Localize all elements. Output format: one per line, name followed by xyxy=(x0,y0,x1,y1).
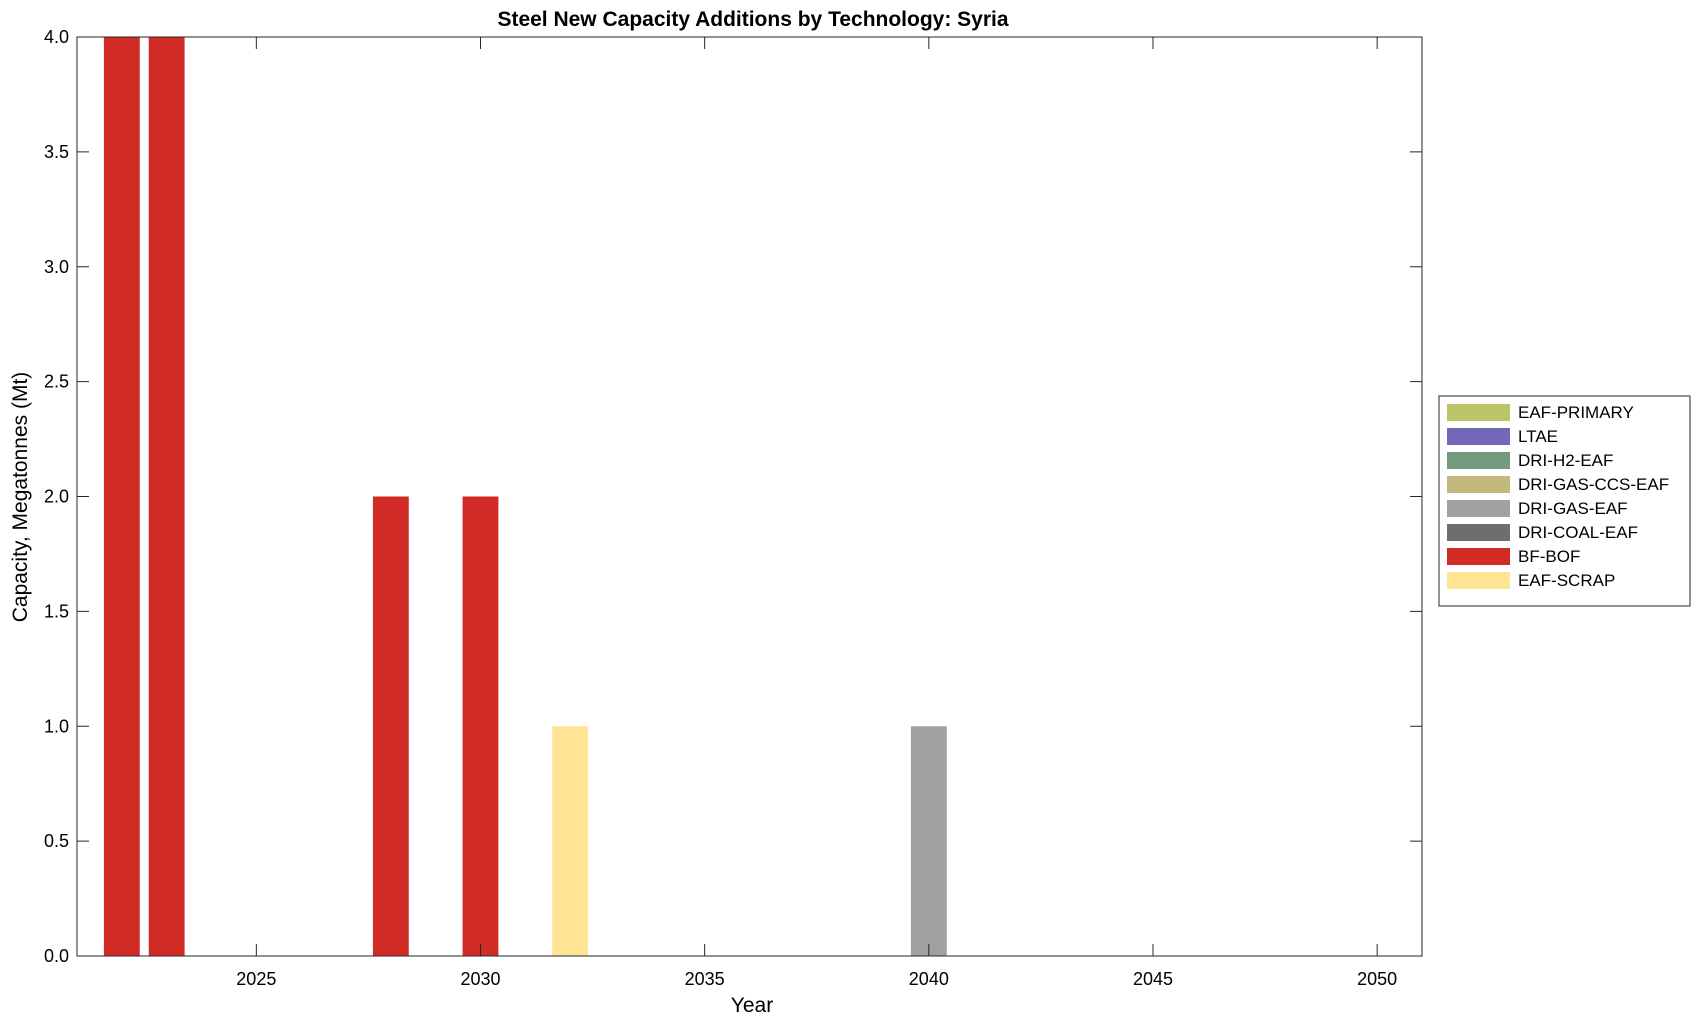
y-tick-label: 4.0 xyxy=(44,27,69,47)
x-axis-label: Year xyxy=(731,994,773,1017)
bar-bf-bof-2030 xyxy=(462,496,499,956)
legend-label-eaf-primary: EAF-PRIMARY xyxy=(1518,403,1634,422)
y-tick-label: 0.5 xyxy=(44,831,69,851)
y-tick-label: 1.0 xyxy=(44,716,69,736)
chart-title: Steel New Capacity Additions by Technolo… xyxy=(497,8,1008,31)
legend-swatch-dri-h2-eaf xyxy=(1447,452,1510,469)
x-tick-label: 2045 xyxy=(1133,969,1173,989)
legend-label-dri-coal-eaf: DRI-COAL-EAF xyxy=(1518,523,1638,542)
plot-area: 2025 2030 2035 2040 2045 2050 0.0 0.5 1.0 1.5 2.0 2… xyxy=(44,27,1423,989)
x-tick-label: 2050 xyxy=(1357,969,1397,989)
y-tick-label: 1.5 xyxy=(44,601,69,621)
legend-swatch-dri-gas-ccs-eaf xyxy=(1447,476,1510,493)
bar-bf-bof-2028 xyxy=(372,496,409,956)
y-tick-label: 2.0 xyxy=(44,487,69,507)
legend-swatch-dri-coal-eaf xyxy=(1447,524,1510,541)
legend-swatch-eaf-primary xyxy=(1447,404,1510,421)
y-tick-label: 3.5 xyxy=(44,142,69,162)
x-tick-label: 2025 xyxy=(236,969,276,989)
bar-dri-gas-eaf-2040 xyxy=(910,726,947,956)
x-tick-label: 2035 xyxy=(685,969,725,989)
legend-swatch-ltae xyxy=(1447,428,1510,445)
y-tick-label: 3.0 xyxy=(44,257,69,277)
bar-eaf-scrap-2032 xyxy=(552,726,589,956)
legend-label-bf-bof: BF-BOF xyxy=(1518,547,1580,566)
x-tick-label: 2040 xyxy=(909,969,949,989)
legend-label-dri-h2-eaf: DRI-H2-EAF xyxy=(1518,451,1613,470)
x-tick-label: 2030 xyxy=(460,969,500,989)
y-tick-label: 2.5 xyxy=(44,372,69,392)
legend-label-eaf-scrap: EAF-SCRAP xyxy=(1518,571,1615,590)
legend-label-ltae: LTAE xyxy=(1518,427,1558,446)
legend-label-dri-gas-eaf: DRI-GAS-EAF xyxy=(1518,499,1628,518)
legend-swatch-dri-gas-eaf xyxy=(1447,500,1510,517)
legend-swatch-bf-bof xyxy=(1447,548,1510,565)
y-axis-label: Capacity, Megatonnes (Mt) xyxy=(9,372,32,623)
legend-swatch-eaf-scrap xyxy=(1447,572,1510,589)
bar-bf-bof-2023 xyxy=(148,37,185,956)
bar-bf-bof-2022 xyxy=(103,37,140,956)
y-tick-label: 0.0 xyxy=(44,946,69,966)
legend: EAF-PRIMARY LTAE DRI-H2-EAF DRI-GAS-CCS-EAF… xyxy=(1438,395,1691,607)
legend-label-dri-gas-ccs-eaf: DRI-GAS-CCS-EAF xyxy=(1518,475,1669,494)
axes-box xyxy=(76,36,1423,957)
